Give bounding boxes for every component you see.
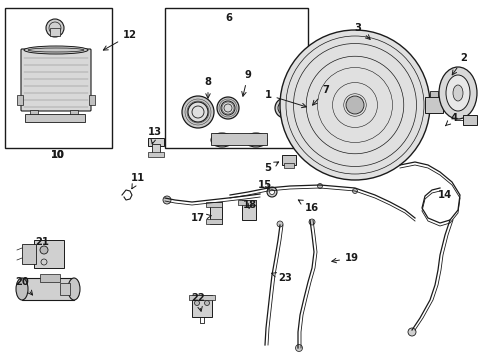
Bar [22,278,74,300]
Bar [50,28,60,36]
Text: 12: 12 [103,30,137,50]
Text: 5: 5 [264,162,278,173]
Ellipse shape [24,46,88,54]
Text: 10: 10 [51,150,64,160]
Bar [152,144,160,156]
Ellipse shape [16,278,28,300]
Bar [70,110,78,116]
Ellipse shape [68,278,80,300]
Circle shape [346,96,363,114]
Bar [30,110,38,116]
Text: 6: 6 [225,13,232,23]
FancyBboxPatch shape [21,49,91,111]
Text: 21: 21 [35,237,49,247]
Bar [40,274,60,282]
Text: 9: 9 [241,70,251,96]
Circle shape [280,30,429,180]
Bar [424,97,442,113]
Ellipse shape [452,85,462,101]
Bar [192,295,212,317]
Bar [25,114,85,122]
Text: 19: 19 [331,253,358,263]
Circle shape [217,97,239,119]
Bar [164,8,307,148]
Bar [429,91,437,97]
Bar [5,8,112,148]
Circle shape [317,184,322,189]
Bar [148,152,163,157]
Text: 17: 17 [191,213,211,223]
Bar [238,200,256,205]
Circle shape [266,187,276,197]
Bar [189,295,215,300]
Text: 13: 13 [148,127,162,144]
Circle shape [204,301,209,306]
Circle shape [308,219,314,225]
Bar [210,133,266,145]
Circle shape [163,196,171,204]
Text: 23: 23 [271,273,291,283]
Circle shape [221,101,235,115]
Text: 10: 10 [51,150,65,160]
Bar [284,163,293,168]
Text: 7: 7 [312,85,329,105]
Bar [242,200,256,220]
Text: 2: 2 [451,53,467,75]
Text: 14: 14 [437,190,451,200]
Circle shape [269,189,274,194]
Text: 3: 3 [354,23,369,39]
Text: 8: 8 [204,77,211,98]
Circle shape [194,301,199,306]
Circle shape [276,221,283,227]
Circle shape [352,189,357,194]
Bar [89,95,95,105]
Text: 11: 11 [131,173,145,189]
Text: 22: 22 [191,293,204,311]
Circle shape [182,96,214,128]
Bar [209,202,222,224]
Ellipse shape [438,67,476,119]
Ellipse shape [244,133,266,147]
Bar [205,219,222,224]
Ellipse shape [210,133,232,147]
Text: 18: 18 [243,200,257,210]
Ellipse shape [445,75,469,111]
Text: 16: 16 [298,200,318,213]
Text: 4: 4 [445,113,457,126]
Bar [17,95,23,105]
Text: 15: 15 [257,180,271,190]
Bar [60,283,70,295]
Bar [205,202,222,207]
Circle shape [407,328,415,336]
Circle shape [187,102,207,122]
Text: 1: 1 [264,90,305,108]
Circle shape [274,98,294,118]
Circle shape [46,19,64,37]
Circle shape [40,246,48,254]
Bar [34,240,64,268]
Bar [148,138,163,146]
Circle shape [295,345,302,351]
Bar [22,244,36,264]
Bar [462,115,476,125]
Circle shape [278,101,291,115]
Text: 20: 20 [15,277,33,295]
Bar [282,155,295,165]
